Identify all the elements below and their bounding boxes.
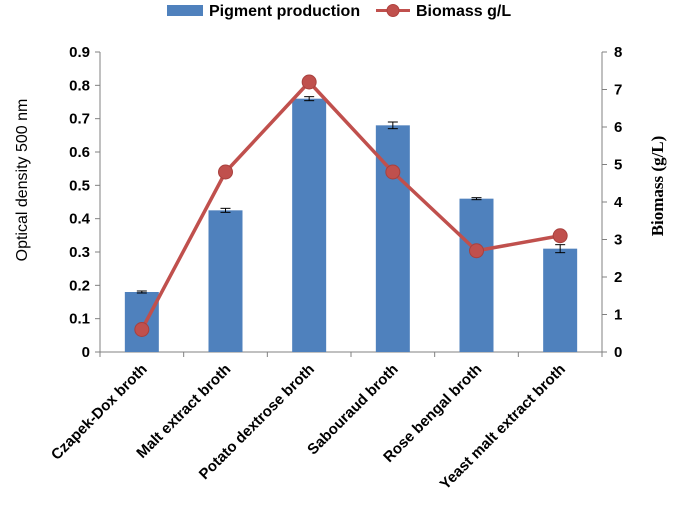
y-tick-label-right: 1 — [614, 307, 622, 324]
legend-label-biomass: Biomass g/L — [416, 3, 511, 20]
y-tick-label-left: 0.4 — [69, 211, 91, 228]
y-tick-label-left: 0.2 — [69, 277, 90, 294]
bar-pigment-production — [543, 248, 578, 352]
y-tick-label-right: 8 — [614, 44, 622, 61]
y-tick-label-right: 6 — [614, 119, 622, 136]
y-tick-label-right: 0 — [614, 344, 622, 361]
bar-pigment-production — [208, 210, 243, 352]
point-biomass — [469, 243, 484, 259]
legend-label-pigment: Pigment production — [209, 3, 360, 20]
y-tick-label-left: 0.1 — [69, 311, 90, 328]
y-tick-label-left: 0.6 — [69, 144, 90, 161]
legend: Pigment production Biomass g/L — [167, 3, 511, 20]
y-tick-label-right: 2 — [614, 269, 622, 286]
point-biomass — [218, 164, 233, 180]
x-category-label: Sabouraud broth — [304, 361, 401, 458]
y-tick-label-left: 0.5 — [69, 177, 90, 194]
point-biomass — [385, 164, 401, 180]
y-tick-label-left: 0.3 — [69, 244, 90, 261]
bar-pigment-production — [459, 198, 494, 352]
y-tick-label-left: 0.8 — [69, 77, 90, 94]
y-tick-label-left: 0 — [82, 344, 90, 361]
line-biomass — [140, 80, 561, 331]
y-axis-label-right: Biomass (g/L) — [648, 136, 667, 237]
y-tick-label-right: 5 — [614, 157, 622, 174]
y-axis-label-left: Optical density 500 nm — [14, 99, 31, 262]
y-tick-label-right: 7 — [614, 82, 622, 99]
y-tick-label-right: 3 — [614, 232, 622, 249]
point-biomass — [301, 74, 317, 90]
plot-area: 00.10.20.30.40.50.60.70.80.9012345678Cza… — [48, 44, 623, 493]
bar-pigment-production — [124, 292, 159, 352]
y-tick-label-right: 4 — [614, 194, 623, 211]
bar-pigment-production — [375, 125, 410, 352]
legend-swatch-pigment — [167, 5, 203, 16]
legend-marker-biomass — [386, 4, 400, 17]
bar-pigment-production — [292, 98, 327, 353]
y-tick-label-left: 0.7 — [69, 111, 90, 128]
point-biomass — [552, 228, 568, 244]
point-biomass — [134, 322, 150, 337]
y-tick-label-left: 0.9 — [69, 44, 90, 61]
